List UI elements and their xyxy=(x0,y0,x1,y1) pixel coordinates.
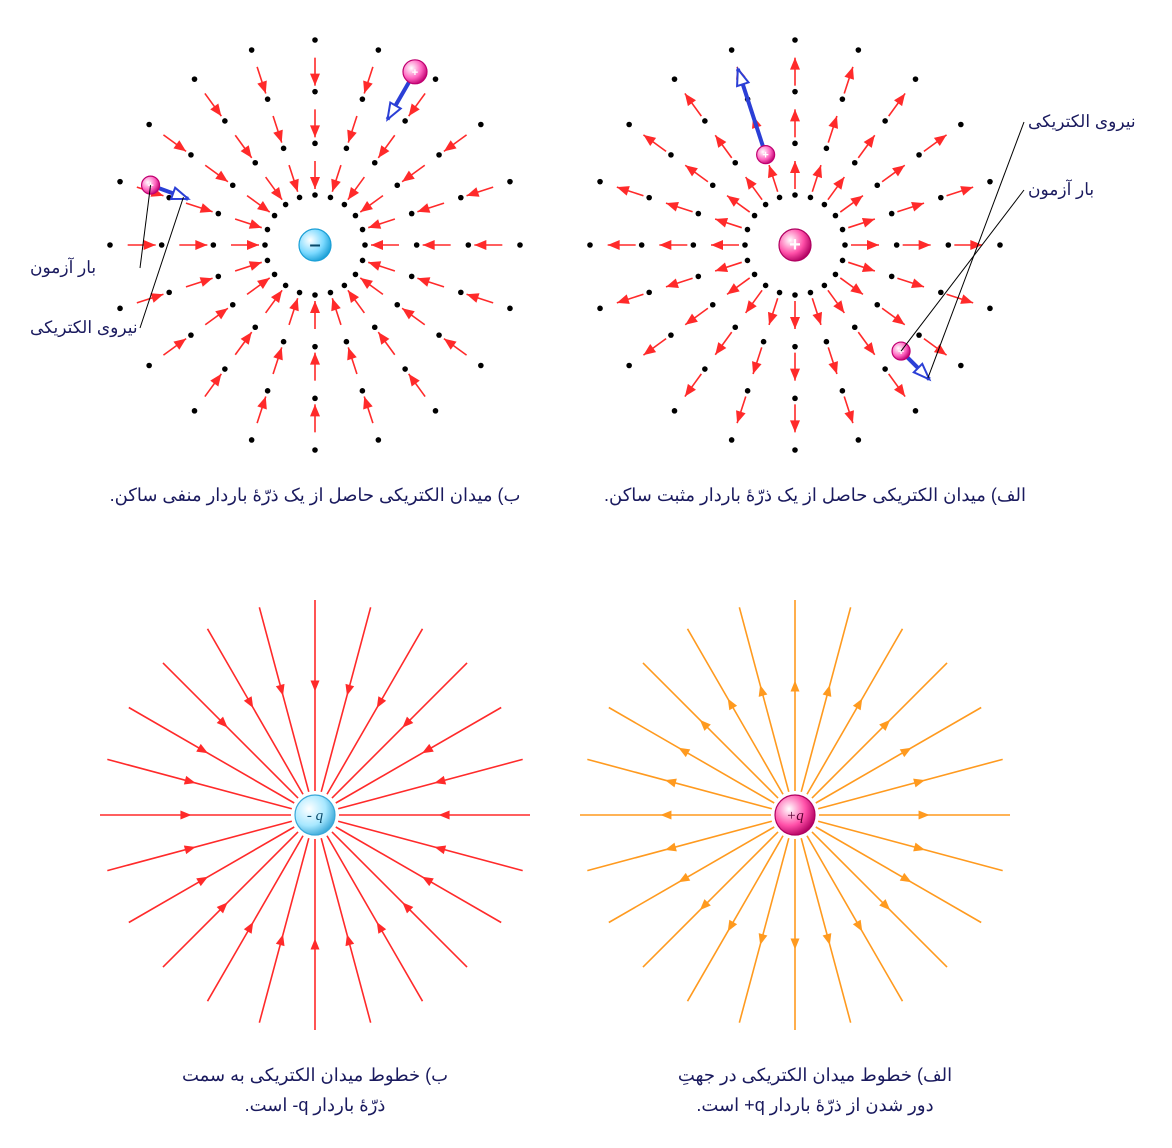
physics-field-figure: + + + + + – +q - q الف) میدان الکتریکی حاصل … xyxy=(0,0,1172,1148)
svg-text:+q: +q xyxy=(786,808,804,824)
svg-text:+: + xyxy=(898,346,904,358)
svg-text:+: + xyxy=(762,150,768,162)
label-electric-force-right: نیروی الکتریکی xyxy=(1028,112,1136,132)
panel-negative-field-lines: - q xyxy=(100,600,530,1030)
label-test-charge-right: بار آزمون xyxy=(1028,180,1094,200)
label-electric-force-left: نیروی الکتریکی xyxy=(30,318,138,338)
svg-text:- q: - q xyxy=(307,808,324,824)
svg-text:–: – xyxy=(309,234,320,256)
caption-bottom-right: الف) خطوط میدان الکتریکی در جهتِ دور شدن… xyxy=(570,1060,1060,1120)
svg-text:+: + xyxy=(412,67,418,79)
caption-top-right: الف) میدان الکتریکی حاصل از یک ذرّهٔ بار… xyxy=(570,485,1060,506)
label-test-charge-left: بار آزمون xyxy=(30,258,96,278)
svg-text:+: + xyxy=(147,180,153,192)
panel-positive-field-vectors: + + + xyxy=(580,30,1010,460)
caption-bottom-left: ب) خطوط میدان الکتریکی به سمت ذرّهٔ بارد… xyxy=(70,1060,560,1120)
panel-negative-field-vectors: + + – xyxy=(100,30,530,460)
caption-top-left: ب) میدان الکتریکی حاصل از یک ذرّهٔ باردا… xyxy=(70,485,560,506)
panel-positive-field-lines: +q xyxy=(580,600,1010,1030)
svg-text:+: + xyxy=(789,234,801,256)
